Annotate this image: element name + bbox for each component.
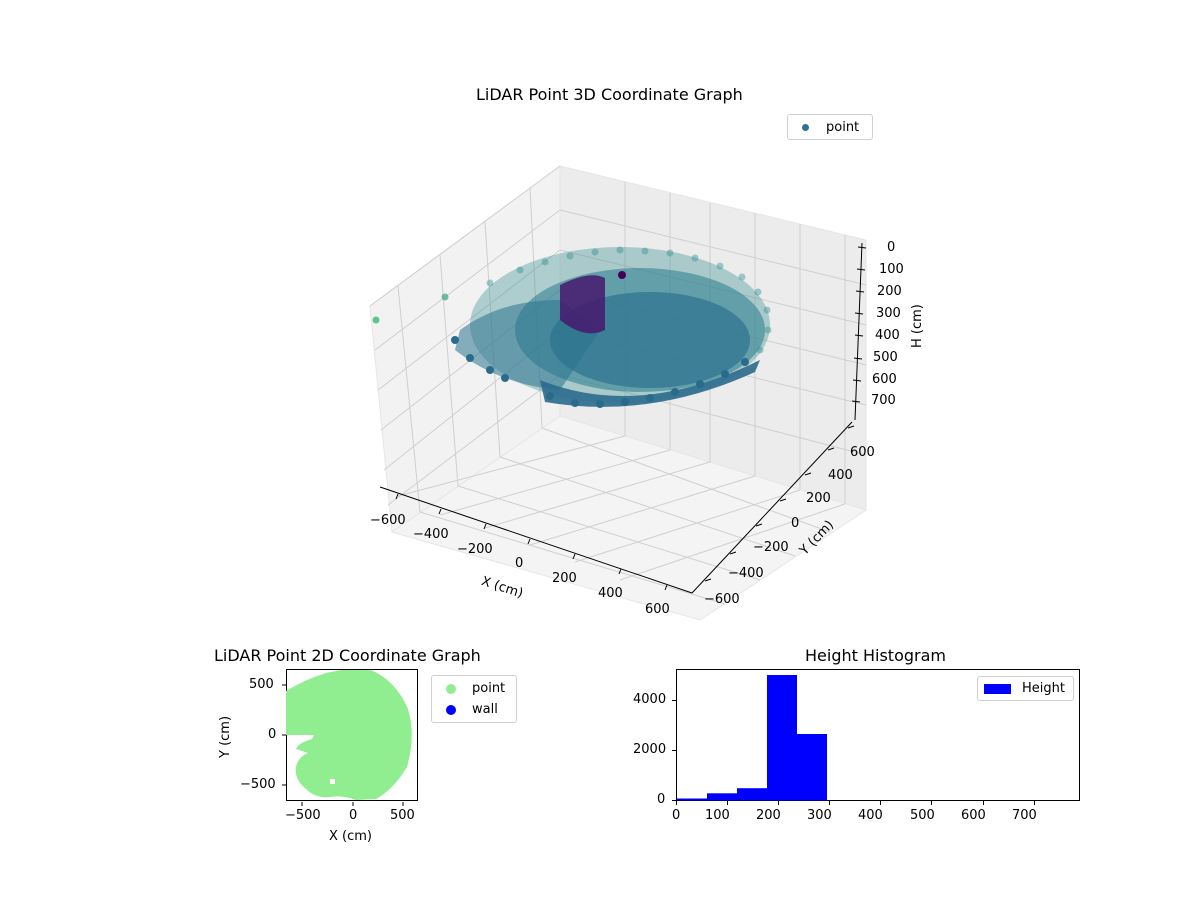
y-axis-line xyxy=(691,421,853,594)
x-tick-label: −400 xyxy=(413,527,449,542)
y-tick-label: 600 xyxy=(850,445,875,460)
legend-item-height: Height xyxy=(978,677,1073,700)
x-ticks-3d xyxy=(395,493,668,591)
hist-x-tick-label: 500 xyxy=(910,808,935,823)
legend-item-point: point xyxy=(432,678,516,699)
x-tick-label: 200 xyxy=(552,571,577,586)
z-tick-label: 600 xyxy=(872,372,897,387)
point-cloud-2d xyxy=(286,670,412,800)
hist-y-tick-label: 2000 xyxy=(633,742,667,757)
histogram-bar xyxy=(707,793,737,801)
x-tick-label: −600 xyxy=(370,513,406,528)
legend-2d: point wall xyxy=(431,675,517,723)
y-tick-label: −600 xyxy=(704,592,740,607)
point-cloud-3d xyxy=(372,246,772,408)
wall-marker-icon xyxy=(446,704,456,715)
x-axis-line xyxy=(379,486,693,594)
y-tick-label-2d: −500 xyxy=(240,777,276,792)
x-tick-label-2d: 500 xyxy=(390,808,415,823)
chart-3d-axes xyxy=(369,165,868,621)
legend-item-wall: wall xyxy=(432,699,516,720)
histogram-bar xyxy=(677,798,707,801)
z-tick-label: 700 xyxy=(871,393,896,408)
y-tick-label: 0 xyxy=(791,516,800,531)
histogram-bars xyxy=(677,675,827,801)
chart-3d-title: LiDAR Point 3D Coordinate Graph xyxy=(476,85,743,104)
z-tick-label: 300 xyxy=(876,306,901,321)
x-tick-label-2d: 0 xyxy=(349,808,358,823)
z-axis-line xyxy=(854,242,863,421)
x-axis-label-2d: X (cm) xyxy=(329,829,372,844)
histogram-title: Height Histogram xyxy=(805,646,946,665)
y-tick-label: −400 xyxy=(728,566,764,581)
hist-x-tick-label: 700 xyxy=(1012,808,1037,823)
x-tick-label: 0 xyxy=(515,556,524,571)
legend-item-point: point xyxy=(788,115,872,139)
z-tick-label: 400 xyxy=(875,328,900,343)
x-tick-label: −200 xyxy=(457,542,493,557)
y-ticks-3d xyxy=(704,425,855,582)
chart-2d-title: LiDAR Point 2D Coordinate Graph xyxy=(214,646,481,665)
z-axis-label-3d: H (cm) xyxy=(910,304,925,348)
x-tick-label-2d: −500 xyxy=(285,808,321,823)
histogram-bar xyxy=(797,734,827,801)
z-tick-label: 500 xyxy=(873,350,898,365)
hist-x-tick-label: 400 xyxy=(858,808,883,823)
hist-x-tick-label: 600 xyxy=(961,808,986,823)
y-tick-label: −200 xyxy=(753,540,789,555)
y-tick-label-2d: 0 xyxy=(268,727,277,742)
histogram-bar xyxy=(767,675,797,801)
legend-3d: point xyxy=(787,114,873,140)
hist-x-tick-label: 100 xyxy=(705,808,730,823)
hist-x-tick-label: 200 xyxy=(756,808,781,823)
y-tick-label-2d: 500 xyxy=(249,677,274,692)
hist-y-tick-label: 0 xyxy=(657,792,666,807)
z-tick-label: 100 xyxy=(879,262,904,277)
y-axis-label-2d: Y (cm) xyxy=(218,715,233,758)
chart-2d-axes xyxy=(286,669,418,801)
height-swatch-icon xyxy=(984,683,1012,694)
point-marker-icon xyxy=(446,683,456,694)
z-tick-label: 0 xyxy=(887,240,896,255)
x-tick-label: 600 xyxy=(645,602,670,617)
hist-x-tick-label: 300 xyxy=(807,808,832,823)
y-tick-label: 200 xyxy=(806,491,831,506)
legend-histogram: Height xyxy=(977,676,1074,701)
x-tick-label: 400 xyxy=(598,586,623,601)
chart-2d-ticks xyxy=(282,684,404,806)
pane-floor xyxy=(390,415,868,621)
histogram-bar xyxy=(737,788,767,801)
hist-x-tick-label: 0 xyxy=(672,808,681,823)
point-marker-icon xyxy=(802,123,809,131)
z-ticks-3d xyxy=(851,246,867,403)
y-tick-label: 400 xyxy=(828,468,853,483)
z-tick-label: 200 xyxy=(877,284,902,299)
hist-y-tick-label: 4000 xyxy=(633,692,667,707)
